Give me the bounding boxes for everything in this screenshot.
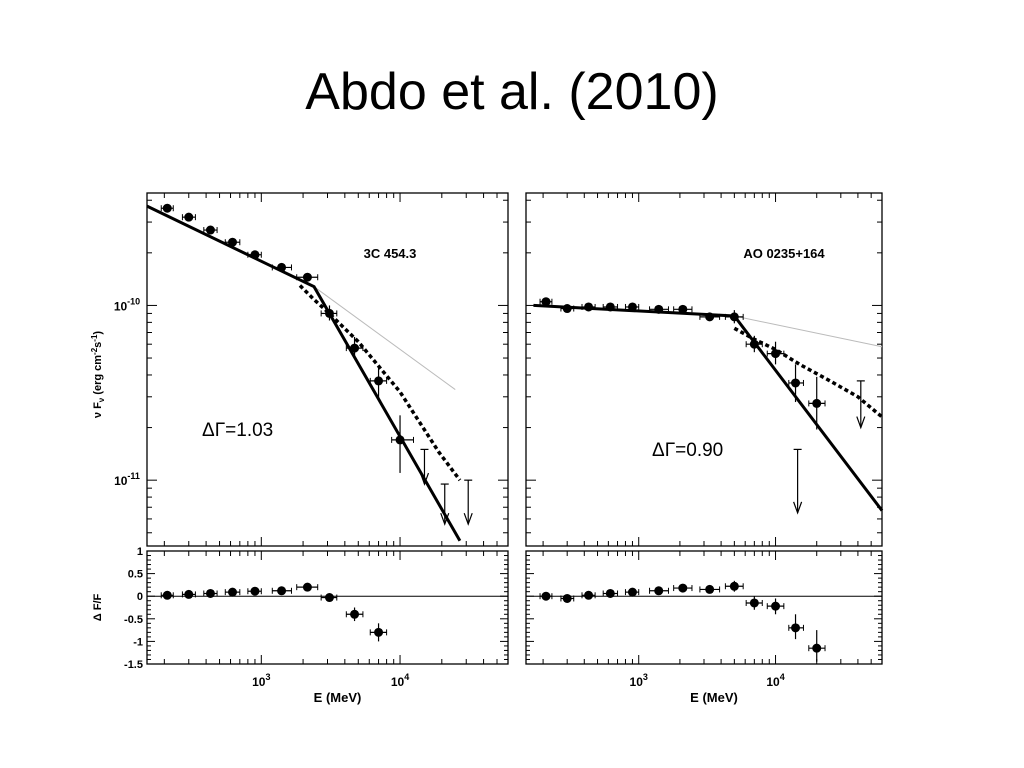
- x-axis-label: E (MeV): [690, 690, 738, 705]
- upper-limit-arrow: [856, 416, 866, 430]
- data-point: [791, 378, 801, 388]
- data-point: [678, 304, 688, 314]
- data-point: [584, 302, 594, 312]
- data-point: [654, 304, 664, 314]
- residual-point: [791, 623, 801, 633]
- data-point: [350, 343, 360, 353]
- data-point: [605, 302, 615, 312]
- delta-gamma-right-label: ΔΓ=0.90: [652, 440, 724, 461]
- residual-frame: [146, 550, 509, 665]
- broken-power-law-line: [146, 204, 462, 542]
- upper-limit-arrow: [419, 472, 430, 486]
- residual-point: [228, 587, 238, 597]
- x-axis-label: E (MeV): [314, 690, 362, 705]
- residual-frame: [525, 550, 883, 665]
- residual-point: [541, 591, 551, 601]
- x-tick-label: 103: [252, 672, 270, 689]
- residual-y-tick-label: -0.5: [124, 614, 143, 626]
- data-point: [395, 435, 405, 445]
- residual-point: [277, 586, 287, 596]
- residual-point: [584, 590, 594, 600]
- sed-frame: [146, 192, 509, 547]
- residual-point: [729, 581, 739, 591]
- data-point: [302, 272, 312, 282]
- data-point: [705, 312, 715, 322]
- reference-power-law-line: [734, 315, 883, 348]
- residual-point: [350, 609, 360, 619]
- data-point: [771, 349, 781, 359]
- data-point: [374, 376, 384, 386]
- upper-limit-arrow: [463, 512, 473, 526]
- residual-y-tick-label: 1: [137, 546, 143, 558]
- source-name-label: 3C 454.3: [364, 246, 417, 261]
- data-point: [324, 308, 334, 318]
- residual-point: [250, 586, 260, 596]
- data-point: [729, 312, 739, 322]
- upper-limit-arrow: [793, 501, 803, 515]
- residual-point: [678, 583, 688, 593]
- data-point: [228, 237, 238, 247]
- data-point: [205, 225, 215, 235]
- residual-point: [627, 587, 637, 597]
- residual-point: [749, 598, 759, 608]
- x-tick-label: 103: [630, 672, 648, 689]
- residual-point: [302, 582, 312, 592]
- residual-y-tick-label: -1: [133, 636, 143, 648]
- residual-point: [605, 588, 615, 598]
- data-point: [277, 262, 287, 272]
- data-point: [184, 212, 194, 222]
- residual-point: [184, 589, 194, 599]
- curved-model-line: [298, 284, 462, 482]
- residual-y-tick-label: -1.5: [124, 659, 143, 671]
- y-tick-label: 10-11: [114, 471, 140, 488]
- x-tick-label: 104: [391, 672, 409, 689]
- residual-y-axis-label: Δ F/F: [92, 593, 104, 621]
- data-point: [541, 297, 551, 307]
- data-point: [749, 339, 759, 349]
- residual-point: [654, 586, 664, 596]
- source-name-label: AO 0235+164: [743, 246, 825, 261]
- residual-point: [562, 593, 572, 603]
- data-point: [250, 250, 260, 260]
- sed-frame: [525, 192, 883, 547]
- residual-point: [705, 584, 715, 594]
- data-point: [162, 203, 172, 213]
- y-axis-label: ν Fν (erg cm-2s-1): [90, 331, 106, 419]
- delta-gamma-left-label: ΔΓ=1.03: [202, 420, 274, 441]
- residual-point: [812, 643, 822, 653]
- slide-title: Abdo et al. (2010): [305, 63, 719, 121]
- y-tick-label: 10-10: [114, 296, 140, 313]
- data-point: [627, 302, 637, 312]
- residual-point: [324, 593, 334, 603]
- panel-upper-right: 103 104 E (MeV) AO 0235+164: [525, 192, 884, 705]
- x-tick-label: 104: [766, 672, 784, 689]
- residual-point: [205, 588, 215, 598]
- data-point: [562, 304, 572, 314]
- upper-limit-arrow: [440, 512, 450, 526]
- residual-y-tick-label: 0.5: [128, 569, 143, 581]
- panel-upper-left: 10-10 10-11 1 0.5 0 -0.5 -1 -1.5 103 104 E (MeV) ν …: [90, 192, 509, 705]
- reference-power-law-line: [313, 286, 456, 390]
- residual-point: [771, 601, 781, 611]
- data-point: [812, 398, 822, 408]
- residual-point: [162, 590, 172, 600]
- residual-y-tick-label: 0: [137, 591, 143, 603]
- residual-point: [374, 627, 384, 637]
